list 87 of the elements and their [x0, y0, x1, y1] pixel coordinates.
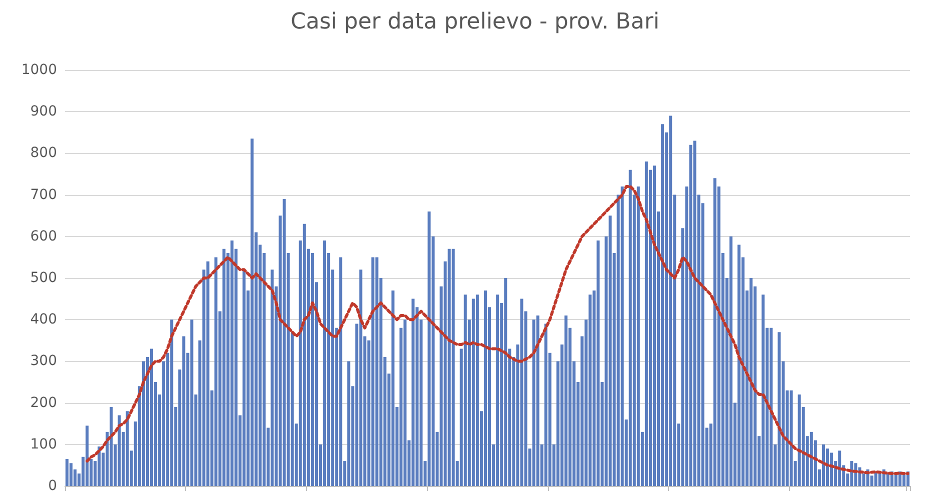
bar	[214, 257, 218, 486]
y-tick-label: 200	[30, 394, 57, 411]
bar	[86, 426, 89, 486]
bar	[729, 236, 732, 486]
y-tick-label: 600	[30, 228, 57, 244]
bar	[230, 240, 234, 486]
bar	[504, 278, 508, 486]
bar	[359, 270, 362, 486]
bar	[830, 452, 834, 486]
bar	[182, 336, 186, 486]
bar	[544, 324, 548, 486]
bar	[347, 361, 350, 486]
y-tick-label: 100	[30, 436, 57, 452]
bar	[375, 257, 378, 486]
bar	[98, 446, 101, 486]
bar	[790, 390, 793, 486]
bar	[242, 270, 246, 486]
bar	[536, 315, 540, 486]
bar	[428, 211, 431, 486]
bar	[206, 261, 210, 486]
bar	[620, 186, 624, 486]
chart-title: Casi per data prelievo - prov. Bari	[290, 10, 660, 34]
y-tick-label: 800	[30, 145, 57, 162]
bar	[669, 116, 672, 486]
bar	[150, 348, 154, 486]
bar	[282, 198, 286, 486]
bar	[878, 474, 882, 486]
bar	[826, 448, 830, 486]
bar	[822, 444, 825, 486]
bar	[588, 294, 592, 486]
bar	[693, 140, 696, 486]
bar	[713, 178, 716, 486]
bar	[636, 186, 640, 486]
bar	[596, 240, 600, 486]
bar	[448, 248, 451, 486]
y-tick-label: 400	[30, 312, 57, 328]
bar	[302, 224, 306, 486]
bar	[222, 248, 226, 486]
y-tick-label: 900	[30, 104, 57, 120]
bar	[778, 332, 781, 486]
bar	[520, 298, 524, 486]
bar	[810, 432, 813, 486]
bar	[310, 253, 314, 486]
bar	[770, 328, 773, 486]
bar	[190, 320, 194, 486]
bar	[142, 361, 145, 486]
bar	[126, 411, 129, 486]
bar	[496, 294, 500, 486]
bar	[66, 458, 69, 486]
y-tick-label: 700	[30, 186, 57, 203]
bar	[270, 270, 274, 486]
bar	[484, 290, 487, 486]
bar	[118, 415, 121, 486]
bar	[412, 298, 415, 486]
bar	[391, 290, 394, 486]
bar	[762, 294, 765, 486]
y-tick-label: 1000	[21, 62, 57, 78]
bar	[472, 298, 475, 486]
bar	[886, 474, 890, 486]
bar	[110, 406, 113, 486]
bar	[628, 170, 632, 486]
bar	[652, 166, 656, 486]
bar	[737, 244, 740, 486]
bar	[798, 394, 801, 486]
y-tick-label: 500	[30, 270, 57, 286]
bar	[323, 240, 326, 486]
bar	[250, 138, 254, 486]
bar	[838, 450, 842, 486]
bar	[170, 320, 174, 486]
bar	[339, 257, 342, 486]
bar	[564, 315, 568, 486]
y-tick-label: 0	[48, 478, 57, 494]
bar	[689, 144, 692, 486]
bar	[371, 257, 374, 486]
bar	[532, 320, 536, 486]
bar	[750, 278, 753, 486]
bar	[404, 320, 407, 486]
line-series	[86, 184, 910, 476]
y-tick-label: 300	[30, 353, 57, 370]
bar	[608, 216, 612, 486]
bar	[476, 294, 479, 486]
bar	[661, 124, 664, 486]
bar	[850, 461, 854, 486]
bar	[464, 294, 467, 486]
bar	[644, 162, 648, 486]
bar	[70, 463, 73, 486]
bar	[452, 248, 455, 486]
